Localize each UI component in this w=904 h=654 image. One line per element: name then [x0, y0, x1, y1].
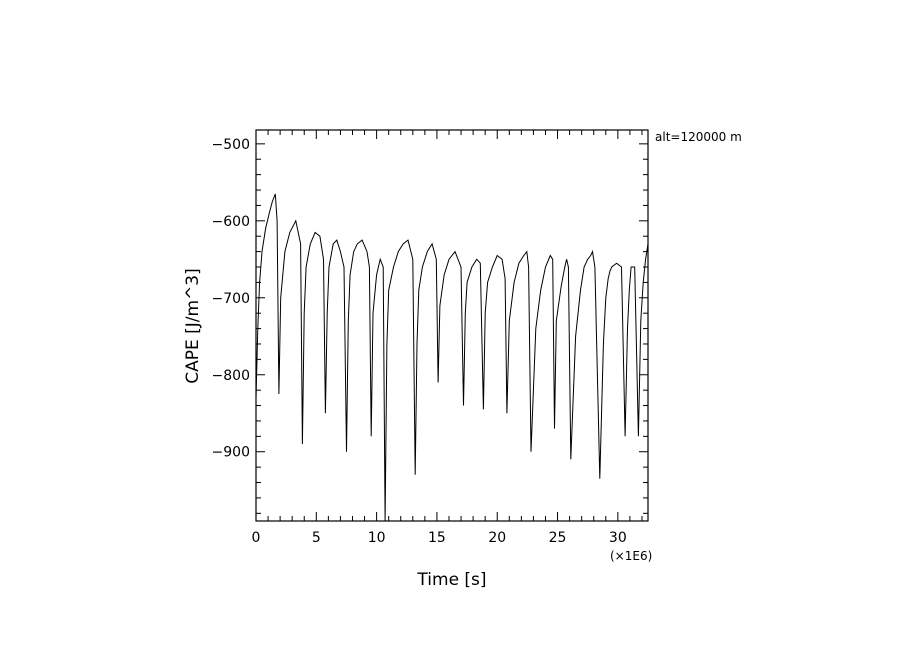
y-axis-title: CAPE [J/m^3]: [183, 268, 203, 384]
x-tick-label: 15: [428, 530, 446, 546]
x-axis-title: Time [s]: [416, 570, 486, 590]
altitude-annotation: alt=120000 m: [655, 130, 742, 144]
plot-frame: [255, 129, 649, 522]
x-scale-note: (×1E6): [610, 549, 652, 563]
y-tick-label: −600: [212, 214, 250, 230]
x-tick-label: 30: [609, 530, 627, 546]
x-tick-label: 0: [252, 530, 261, 546]
y-tick-label: −500: [212, 137, 250, 153]
x-tick-label: 10: [368, 530, 386, 546]
minor-ticks: [256, 130, 648, 521]
y-tick-label: −700: [212, 291, 250, 307]
x-tick-label: 20: [488, 530, 506, 546]
y-tick-label: −800: [212, 368, 250, 384]
x-tick-label: 25: [549, 530, 567, 546]
x-tick-labels: 0 5 10 15 20 25 30: [252, 530, 627, 546]
cape-series-line: [255, 193, 649, 522]
y-tick-labels: −500 −600 −700 −800 −900: [212, 137, 250, 461]
major-ticks: [255, 130, 648, 521]
y-tick-label: −900: [212, 445, 250, 461]
x-tick-label: 5: [312, 530, 321, 546]
